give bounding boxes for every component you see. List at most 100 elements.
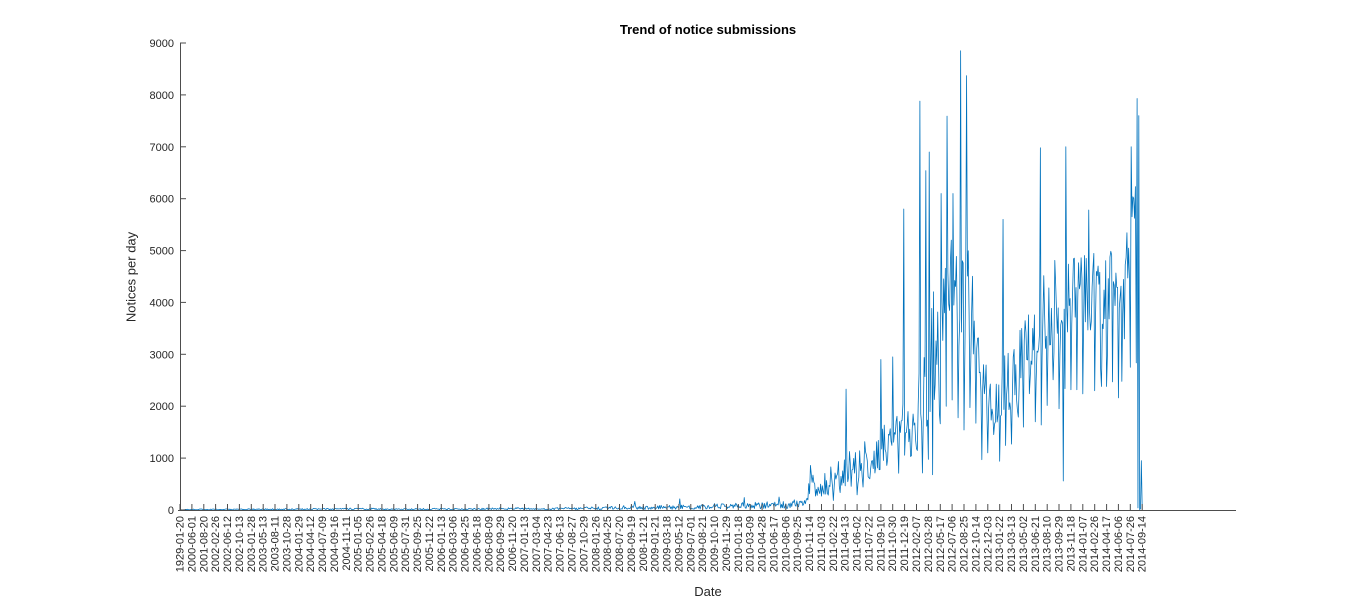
x-tick-label: 2002-02-26 <box>210 516 222 572</box>
x-tick-label: 2014-02-26 <box>1089 516 1101 572</box>
x-tick-label: 2011-06-02 <box>852 516 864 571</box>
x-tick-label: 2008-04-25 <box>602 516 614 572</box>
y-tick-label: 7000 <box>150 142 174 154</box>
x-tick-label: 2010-03-09 <box>745 516 757 572</box>
x-tick-label: 2013-06-21 <box>1030 516 1042 572</box>
x-tick-label: 2013-11-18 <box>1065 516 1077 571</box>
y-tick-label: 3000 <box>150 349 174 361</box>
x-tick-label: 2004-01-29 <box>293 516 305 572</box>
x-tick-label: 2004-04-12 <box>305 516 317 572</box>
x-tick-label: 2000-06-01 <box>186 516 198 572</box>
y-axis-tick-labels: 0 1000 2000 3000 4000 5000 6000 7000 8000 9000 <box>150 38 174 517</box>
x-tick-label: 2010-01-18 <box>733 516 745 572</box>
x-tick-label: 2005-07-31 <box>400 516 412 572</box>
x-tick-label: 2014-09-14 <box>1137 516 1149 572</box>
x-tick-label: 2002-06-12 <box>222 516 234 572</box>
x-tick-label: 2007-03-04 <box>531 516 543 572</box>
x-tick-label: 2004-09-16 <box>329 516 341 572</box>
x-tick-label: 2006-04-25 <box>460 516 472 572</box>
x-axis-tick-labels: 1929-01-20 2000-06-01 2001-08-20 2002-02-26… <box>175 516 1149 572</box>
y-tick-label: 9000 <box>150 38 174 50</box>
x-tick-label: 2009-07-01 <box>685 516 697 572</box>
x-tick-label: 2010-09-25 <box>792 516 804 572</box>
y-tick-label: 1000 <box>150 453 174 465</box>
x-tick-label: 2008-07-20 <box>614 516 626 572</box>
x-tick-label: 2003-10-28 <box>281 516 293 572</box>
x-tick-label: 2011-02-22 <box>828 516 840 571</box>
x-tick-label: 2013-05-02 <box>1018 516 1030 572</box>
x-tick-label: 2009-10-10 <box>709 516 721 572</box>
y-tick-label: 2000 <box>150 401 174 413</box>
x-tick-label: 2012-05-17 <box>935 516 947 572</box>
x-tick-label: 2006-01-13 <box>436 516 448 572</box>
x-tick-label: 2005-02-26 <box>365 516 377 572</box>
x-tick-label: 2002-10-13 <box>234 516 246 572</box>
x-tick-label: 2003-05-13 <box>258 516 270 572</box>
series-line <box>179 50 1143 511</box>
x-tick-label: 2006-08-09 <box>483 516 495 572</box>
x-tick-label: 2011-12-19 <box>899 516 911 571</box>
x-tick-label: 2012-12-03 <box>982 516 994 572</box>
x-tick-label: 2005-01-05 <box>353 516 365 572</box>
x-tick-label: 2010-04-28 <box>757 516 769 572</box>
y-tick-label: 8000 <box>150 90 174 102</box>
y-tick-label: 6000 <box>150 194 174 206</box>
x-tick-label: 2010-08-06 <box>780 516 792 572</box>
x-tick-label: 2007-06-13 <box>555 516 567 572</box>
x-tick-label: 2007-08-27 <box>567 516 579 572</box>
x-tick-label: 2010-06-17 <box>769 516 781 572</box>
x-tick-label: 2011-04-13 <box>840 516 852 571</box>
y-tick-label: 0 <box>168 505 174 517</box>
x-tick-label: 2006-03-06 <box>448 516 460 572</box>
x-tick-label: 2012-08-25 <box>959 516 971 572</box>
x-tick-label: 2011-01-03 <box>816 516 828 571</box>
x-tick-label: 2001-08-20 <box>198 516 210 572</box>
x-tick-label: 2014-06-06 <box>1113 516 1125 572</box>
x-tick-label: 2013-08-10 <box>1042 516 1054 572</box>
x-tick-label: 2011-07-22 <box>864 516 876 571</box>
x-tick-label: 2010-11-14 <box>804 516 816 571</box>
x-tick-label: 2004-07-09 <box>317 516 329 572</box>
x-tick-label: 2007-10-29 <box>578 516 590 572</box>
y-tick-label: 5000 <box>150 246 174 258</box>
x-tick-label: 2005-11-22 <box>424 516 436 571</box>
x-tick-label: 2009-08-21 <box>697 516 709 572</box>
x-tick-label: 1929-01-20 <box>175 516 187 572</box>
x-tick-label: 2013-01-22 <box>994 516 1006 572</box>
x-tick-label: 2012-07-06 <box>947 516 959 572</box>
x-tick-label: 2008-09-19 <box>626 516 638 572</box>
x-tick-label: 2013-03-13 <box>1006 516 1018 572</box>
x-tick-label: 2005-04-18 <box>376 516 388 572</box>
x-tick-label: 2006-06-18 <box>472 516 484 572</box>
x-axis-label: Date <box>694 584 722 599</box>
x-tick-label: 2014-07-26 <box>1125 516 1137 572</box>
y-axis-ticks <box>180 42 186 511</box>
chart-title: Trend of notice submissions <box>619 22 797 37</box>
x-tick-label: 2014-01-07 <box>1077 516 1089 572</box>
x-tick-label: 2007-01-13 <box>519 516 531 572</box>
x-tick-label: 2008-01-26 <box>590 516 602 572</box>
x-tick-label: 2012-03-28 <box>923 516 935 572</box>
x-tick-label: 2014-04-17 <box>1101 516 1113 572</box>
x-tick-label: 2003-08-11 <box>270 516 282 571</box>
x-tick-label: 2005-06-09 <box>388 516 400 572</box>
x-tick-label: 2009-05-12 <box>673 516 685 572</box>
x-tick-label: 2003-01-28 <box>246 516 258 572</box>
x-axis-ticks <box>179 504 1143 510</box>
x-tick-label: 2009-01-21 <box>650 516 662 572</box>
x-tick-label: 2009-03-18 <box>662 516 674 572</box>
x-tick-label: 2005-09-25 <box>412 516 424 572</box>
x-tick-label: 2006-09-29 <box>495 516 507 572</box>
x-tick-label: 2012-02-07 <box>911 516 923 572</box>
x-tick-label: 2006-11-20 <box>507 516 519 571</box>
x-tick-label: 2011-09-10 <box>875 516 887 571</box>
x-tick-label: 2007-04-23 <box>543 516 555 572</box>
x-tick-label: 2011-10-30 <box>887 516 899 571</box>
x-tick-label: 2004-11-11 <box>341 516 353 571</box>
x-tick-label: 2008-11-21 <box>638 516 650 571</box>
x-tick-label: 2009-11-29 <box>721 516 733 571</box>
y-tick-label: 4000 <box>150 297 174 309</box>
